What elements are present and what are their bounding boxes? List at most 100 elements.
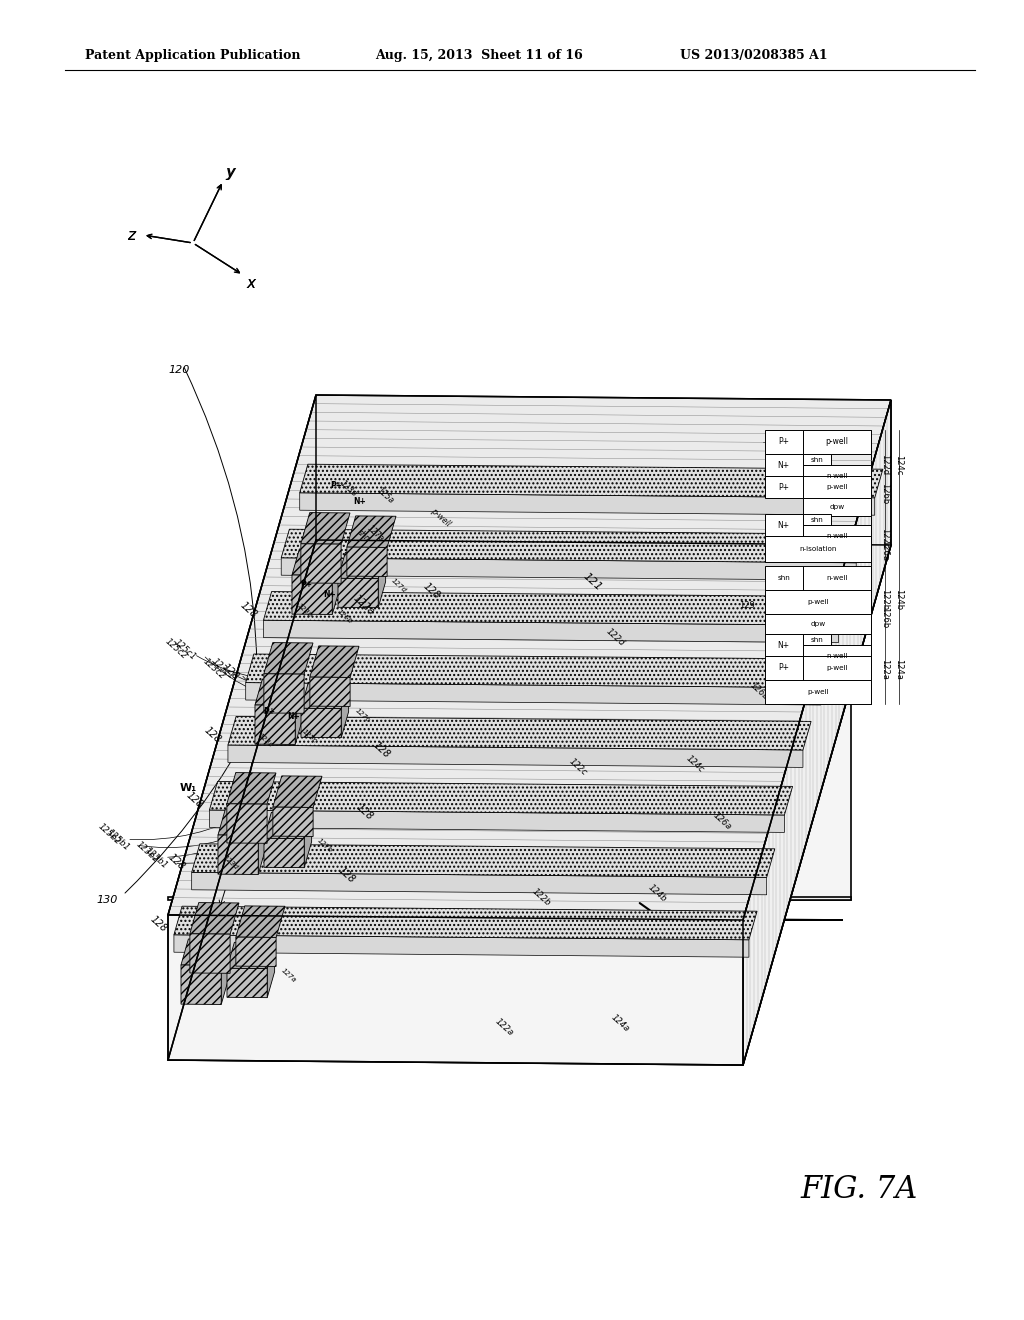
Text: 123b: 123b (767, 657, 782, 663)
Text: 120: 120 (168, 366, 189, 375)
Text: 123b1: 123b1 (143, 846, 169, 870)
Text: 128: 128 (220, 663, 241, 682)
Text: 127a: 127a (828, 645, 846, 652)
Text: p-well: p-well (807, 599, 828, 605)
Text: p-well: p-well (826, 665, 848, 671)
Polygon shape (272, 776, 322, 808)
Text: P+: P+ (778, 437, 790, 446)
Text: 124b: 124b (646, 883, 669, 904)
Bar (765, 454, 803, 477)
Text: 122a: 122a (351, 594, 376, 618)
Text: dpw: dpw (829, 504, 845, 510)
Polygon shape (258, 809, 265, 874)
Text: 124a: 124a (609, 1014, 632, 1034)
Polygon shape (310, 677, 350, 706)
Polygon shape (181, 939, 228, 965)
Text: 127a: 127a (366, 524, 386, 544)
Bar (803, 465, 870, 487)
Polygon shape (304, 813, 311, 867)
Text: 124b: 124b (894, 590, 903, 611)
Polygon shape (310, 645, 359, 677)
Text: 126a: 126a (712, 810, 733, 832)
Polygon shape (174, 907, 757, 940)
Text: shn: shn (810, 457, 823, 462)
Polygon shape (378, 553, 386, 607)
Text: N+: N+ (288, 711, 300, 721)
Text: P+: P+ (300, 579, 312, 589)
Text: 123c: 123c (257, 733, 274, 748)
Polygon shape (228, 717, 811, 750)
Polygon shape (264, 673, 304, 713)
Text: shn: shn (777, 576, 791, 581)
Polygon shape (168, 915, 843, 920)
Polygon shape (301, 709, 341, 738)
Polygon shape (246, 653, 828, 688)
Bar (803, 566, 870, 590)
Text: n-well: n-well (826, 533, 848, 539)
Bar (765, 656, 803, 680)
Polygon shape (751, 545, 851, 900)
Text: N+: N+ (777, 520, 790, 529)
Text: 122d: 122d (881, 454, 889, 475)
Polygon shape (338, 578, 378, 607)
Text: 127b: 127b (827, 572, 846, 577)
Polygon shape (221, 940, 228, 1005)
Text: 7B: 7B (297, 578, 317, 593)
Bar (765, 590, 870, 614)
Text: 7B: 7B (678, 915, 697, 928)
Bar (803, 498, 870, 516)
Text: 130: 130 (96, 895, 118, 906)
Polygon shape (264, 838, 304, 867)
Polygon shape (295, 680, 303, 744)
Text: 125d: 125d (815, 477, 830, 482)
Text: 125b: 125b (336, 609, 353, 624)
Polygon shape (338, 552, 386, 578)
Text: 129: 129 (739, 602, 755, 610)
Text: 128: 128 (184, 789, 205, 809)
Polygon shape (227, 942, 274, 969)
Text: 127c: 127c (353, 708, 371, 723)
Text: 126b: 126b (749, 681, 770, 702)
Polygon shape (189, 933, 230, 973)
Polygon shape (236, 906, 285, 937)
Text: 126a: 126a (881, 540, 889, 561)
Polygon shape (341, 682, 348, 738)
Polygon shape (174, 935, 749, 957)
Text: p-well: p-well (826, 484, 848, 490)
Text: 124a: 124a (894, 659, 903, 680)
Text: shn: shn (355, 528, 372, 544)
Text: shn: shn (810, 636, 823, 643)
Text: 122b: 122b (530, 887, 552, 908)
Text: P+: P+ (263, 706, 275, 715)
Text: 128: 128 (239, 599, 259, 620)
Polygon shape (263, 620, 839, 643)
Polygon shape (168, 540, 891, 1065)
Text: 128: 128 (336, 865, 356, 884)
Text: 122c: 122c (881, 528, 889, 548)
Text: 123d: 123d (827, 434, 846, 440)
Polygon shape (191, 873, 767, 895)
Bar (803, 656, 870, 680)
Polygon shape (347, 546, 387, 577)
Bar (803, 634, 830, 645)
Polygon shape (272, 807, 313, 837)
Text: n-well: n-well (826, 473, 848, 479)
Bar (765, 680, 870, 704)
Polygon shape (292, 576, 332, 615)
Polygon shape (218, 809, 265, 836)
Polygon shape (168, 898, 851, 900)
Polygon shape (347, 516, 396, 548)
Bar (803, 645, 870, 667)
Text: 125b: 125b (828, 657, 845, 663)
Polygon shape (300, 465, 883, 498)
Text: Patent Application Publication: Patent Application Publication (85, 49, 300, 62)
Text: y: y (226, 165, 236, 181)
Text: P+: P+ (778, 664, 790, 672)
Polygon shape (282, 558, 856, 581)
Polygon shape (301, 682, 348, 709)
Polygon shape (189, 903, 239, 935)
Polygon shape (181, 965, 221, 1005)
Text: FIG. 7A: FIG. 7A (800, 1175, 918, 1205)
Text: 125c: 125c (300, 727, 317, 744)
Text: 123c1: 123c1 (210, 657, 236, 681)
